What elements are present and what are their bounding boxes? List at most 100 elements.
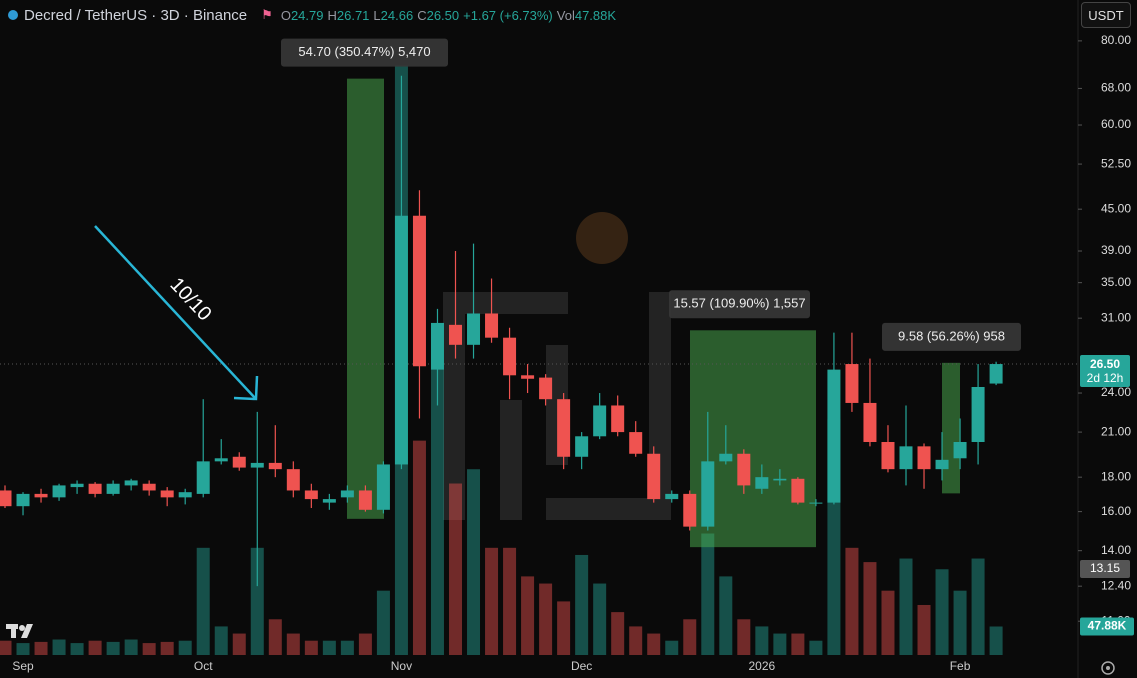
candle-body (557, 399, 571, 457)
vol-key: Vol (556, 7, 575, 23)
volume-bar (358, 633, 372, 655)
candle-body (593, 405, 607, 437)
candle-body (845, 364, 859, 403)
volume-bar (124, 639, 138, 655)
y-tick-label: 12.40 (1101, 578, 1131, 592)
volume-bar (160, 641, 174, 655)
candle-body (665, 493, 679, 500)
ohlc-value: 24.79 (290, 7, 324, 23)
candle-body (953, 441, 967, 459)
candle-body (647, 453, 661, 500)
candle-body (881, 441, 895, 470)
y-tick-label: 68.00 (1101, 81, 1131, 95)
candle-body (124, 480, 138, 486)
x-tick-label: Nov (391, 659, 412, 673)
y-tick-label: 31.00 (1101, 310, 1131, 324)
candle-body (430, 322, 444, 370)
annotation-text: 10/10 (165, 274, 215, 326)
volume-bar (881, 590, 895, 655)
y-tick-label: 18.00 (1101, 469, 1131, 483)
volume-bar (88, 640, 102, 655)
volume-bar (286, 633, 300, 655)
volume-bar (178, 640, 192, 655)
candle-body (0, 490, 12, 507)
ohlc-key: L (373, 7, 381, 23)
ohlc-value: 24.66 (380, 7, 414, 23)
candle-body (322, 499, 336, 503)
candle-body (412, 215, 426, 367)
volume-bar (719, 576, 733, 655)
candle-body (701, 461, 715, 527)
volume-bar (971, 558, 985, 655)
volume-label-bg (1080, 617, 1134, 636)
y-tick-label: 39.00 (1101, 243, 1131, 257)
candle-body (304, 490, 318, 500)
candle-body (16, 493, 30, 507)
volume-bar (503, 547, 517, 655)
y-tick-label: 45.00 (1101, 201, 1131, 215)
volume-bar (196, 547, 210, 655)
volume-bar (16, 643, 30, 655)
x-tick-label: Feb (950, 659, 971, 673)
volume-bar (755, 626, 769, 655)
volume-bar (611, 612, 625, 655)
candle-body (70, 483, 84, 488)
volume-bar (467, 469, 481, 655)
volume-bar (412, 440, 426, 655)
volume-bar (917, 604, 931, 655)
volume-bar (773, 633, 787, 655)
ohlc-value: 26.71 (336, 7, 370, 23)
change: +1.67 (+6.73%) (463, 7, 553, 23)
candle-body (683, 493, 697, 527)
volume-bar (647, 633, 661, 655)
volume-bar (665, 640, 679, 655)
volume-bar (34, 641, 48, 655)
candle-body (791, 478, 805, 503)
vol-value: 47.88K (574, 7, 617, 23)
y-tick-label: 60.00 (1101, 117, 1131, 131)
volume-bar (989, 626, 1003, 655)
candle-body (358, 490, 372, 510)
volume-bar (575, 554, 589, 655)
volume-bar (899, 558, 913, 655)
ohlc-key: H (327, 7, 337, 23)
y-tick-label: 24.00 (1101, 385, 1131, 399)
candle-body (394, 215, 408, 465)
y-tick-label: 16.00 (1101, 504, 1131, 518)
candle-body (88, 483, 102, 494)
volume-bar (232, 633, 246, 655)
legend: Decred / TetherUS · 3D · Binance ⚑ O24.7… (0, 4, 616, 26)
candle-body (629, 432, 643, 454)
volume-bar (521, 576, 535, 655)
countdown: 2d 12h (1087, 371, 1124, 385)
candle-body (178, 492, 192, 498)
candle-body (737, 453, 751, 486)
volume-bar (791, 633, 805, 655)
volume-bar (863, 562, 877, 655)
volume-bar (340, 640, 354, 655)
settings-icon[interactable] (1101, 661, 1115, 675)
symbol-icon (8, 10, 18, 20)
candle-body (214, 458, 228, 462)
candle-body (376, 464, 390, 510)
candle-body (539, 377, 553, 400)
y-tick-label: 14.00 (1101, 543, 1131, 557)
volume-bar (737, 619, 751, 655)
measure-box (347, 78, 384, 519)
volume-bar (70, 643, 84, 655)
candle-body (503, 337, 517, 376)
volume-bar (142, 643, 156, 655)
last-price-bg (1080, 355, 1130, 388)
candle-body (989, 364, 1003, 384)
currency-button[interactable]: USDT (1081, 2, 1131, 28)
candle-body (899, 446, 913, 470)
flag-icon[interactable]: ⚑ (261, 7, 273, 22)
candle-body (268, 462, 282, 470)
volume-bar (449, 483, 462, 655)
volume-bar (0, 640, 12, 655)
candle-body (773, 478, 787, 481)
ohlc-value: 26.50 (426, 7, 460, 23)
candle-body (863, 402, 877, 442)
candle-body (917, 446, 931, 470)
